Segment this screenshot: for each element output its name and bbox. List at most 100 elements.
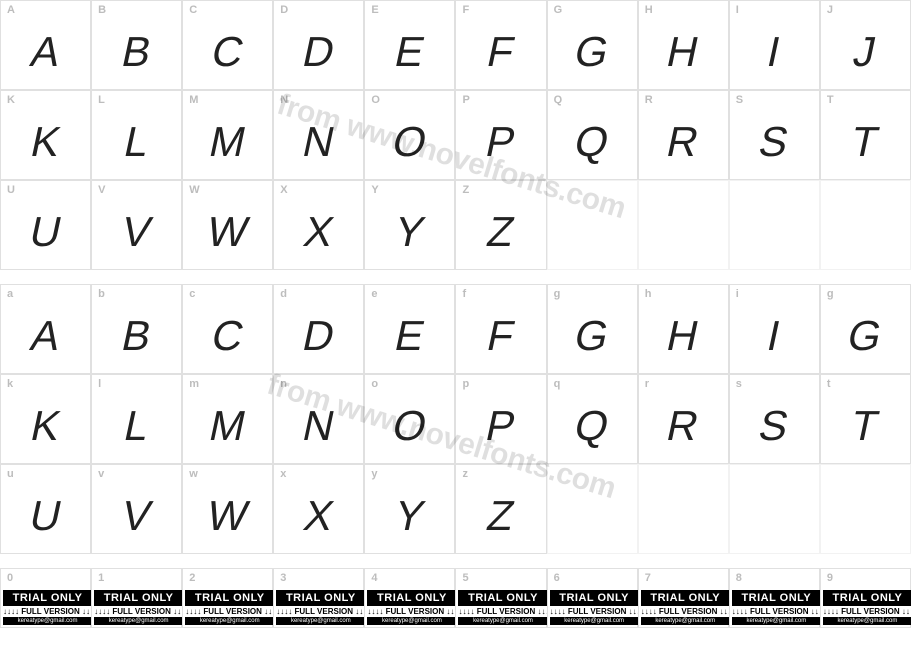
cell-key-label: O <box>371 94 380 106</box>
glyph: C <box>207 28 248 76</box>
glyph-cell: bB <box>91 284 182 374</box>
cell-key-label: u <box>7 468 14 480</box>
cell-key-label: o <box>371 378 378 390</box>
glyph: X <box>299 208 338 256</box>
glyph: P <box>482 118 521 166</box>
trial-banner-mid: ↓↓↓↓ FULL VERSION ↓↓↓↓ <box>641 606 730 617</box>
glyph: H <box>663 28 704 76</box>
glyph-cell: nN <box>273 374 364 464</box>
glyph-cell: NN <box>273 90 364 180</box>
cell-key-label: C <box>189 4 197 16</box>
glyph: G <box>570 312 613 360</box>
cell-key-label: p <box>462 378 469 390</box>
glyph-cell: SS <box>729 90 820 180</box>
cell-key-label: v <box>98 468 104 480</box>
trial-banner-mid: ↓↓↓↓ FULL VERSION ↓↓↓↓ <box>823 606 911 617</box>
glyph-cell: RR <box>638 90 729 180</box>
glyph: I <box>763 312 785 360</box>
trial-banner: TRIAL ONLY↓↓↓↓ FULL VERSION ↓↓↓↓kereatyp… <box>367 590 456 625</box>
cell-key-label: f <box>462 288 466 300</box>
glyph-cell: fF <box>455 284 546 374</box>
glyph-cell: LL <box>91 90 182 180</box>
glyph: X <box>299 492 338 540</box>
glyph: T <box>847 118 883 166</box>
glyph: W <box>203 492 253 540</box>
glyph: Y <box>391 492 430 540</box>
glyph-cell: CC <box>182 0 273 90</box>
glyph: G <box>844 312 887 360</box>
glyph: P <box>482 402 521 450</box>
cell-key-label: X <box>280 184 287 196</box>
glyph-cell: FF <box>455 0 546 90</box>
glyph-cell: iI <box>729 284 820 374</box>
glyph-cell: BB <box>91 0 182 90</box>
cell-key-label: z <box>462 468 468 480</box>
glyph: F <box>483 28 519 76</box>
glyph-cell: OO <box>364 90 455 180</box>
cell-key-label: T <box>827 94 834 106</box>
cell-key-label: 8 <box>736 572 742 584</box>
cell-key-label: w <box>189 468 198 480</box>
glyph-cell: YY <box>364 180 455 270</box>
cell-key-label: Q <box>554 94 563 106</box>
glyph: U <box>25 492 66 540</box>
glyph-cell: 4TRIAL ONLY↓↓↓↓ FULL VERSION ↓↓↓↓kereaty… <box>364 568 455 628</box>
cell-key-label: t <box>827 378 831 390</box>
cell-key-label: J <box>827 4 833 16</box>
cell-key-label: Z <box>462 184 469 196</box>
cell-key-label: r <box>645 378 649 390</box>
trial-banner-mid: ↓↓↓↓ FULL VERSION ↓↓↓↓ <box>276 606 365 617</box>
trial-banner: TRIAL ONLY↓↓↓↓ FULL VERSION ↓↓↓↓kereatyp… <box>641 590 730 625</box>
glyph-cell: QQ <box>547 90 638 180</box>
glyph-cell: 7TRIAL ONLY↓↓↓↓ FULL VERSION ↓↓↓↓kereaty… <box>638 568 729 628</box>
glyph-cell: DD <box>273 0 364 90</box>
glyph: N <box>298 402 339 450</box>
glyph-cell: oO <box>364 374 455 464</box>
digits-grid: 0TRIAL ONLY↓↓↓↓ FULL VERSION ↓↓↓↓kereaty… <box>0 568 911 628</box>
cell-key-label: 3 <box>280 572 286 584</box>
glyph-cell: ZZ <box>455 180 546 270</box>
glyph: K <box>26 402 65 450</box>
cell-key-label: I <box>736 4 739 16</box>
glyph: V <box>117 208 156 256</box>
glyph: L <box>120 118 154 166</box>
cell-key-label: K <box>7 94 15 106</box>
glyph-cell <box>547 464 638 554</box>
glyph-cell: xX <box>273 464 364 554</box>
cell-key-label: g <box>554 288 561 300</box>
trial-banner-bottom: kereatype@gmail.com <box>3 617 92 625</box>
glyph: U <box>25 208 66 256</box>
cell-key-label: H <box>645 4 653 16</box>
cell-key-label: V <box>98 184 105 196</box>
glyph-cell: cC <box>182 284 273 374</box>
trial-banner: TRIAL ONLY↓↓↓↓ FULL VERSION ↓↓↓↓kereatyp… <box>276 590 365 625</box>
trial-banner: TRIAL ONLY↓↓↓↓ FULL VERSION ↓↓↓↓kereatyp… <box>823 590 911 625</box>
uppercase-grid: AABBCCDDEEFFGGHHIIJJKKLLMMNNOOPPQQRRSSTT… <box>0 0 911 270</box>
cell-key-label: s <box>736 378 742 390</box>
trial-banner-top: TRIAL ONLY <box>550 590 639 606</box>
trial-banner-top: TRIAL ONLY <box>732 590 821 606</box>
glyph: M <box>205 118 251 166</box>
trial-banner-mid: ↓↓↓↓ FULL VERSION ↓↓↓↓ <box>367 606 456 617</box>
glyph: O <box>388 402 431 450</box>
trial-banner-top: TRIAL ONLY <box>823 590 911 606</box>
glyph: T <box>847 402 883 450</box>
glyph-cell: WW <box>182 180 273 270</box>
glyph: B <box>117 312 156 360</box>
glyph-cell: qQ <box>547 374 638 464</box>
glyph: S <box>755 402 794 450</box>
glyph-cell: hH <box>638 284 729 374</box>
glyph: J <box>850 28 882 76</box>
cell-key-label: S <box>736 94 743 106</box>
glyph-cell: lL <box>91 374 182 464</box>
glyph-cell: II <box>729 0 820 90</box>
glyph-cell: vV <box>91 464 182 554</box>
glyph: Q <box>570 402 613 450</box>
lowercase-grid: aAbBcCdDeEfFgGhHiIgGkKlLmMnNoOpPqQrRsStT… <box>0 284 911 554</box>
glyph: C <box>207 312 248 360</box>
trial-banner-top: TRIAL ONLY <box>641 590 730 606</box>
cell-key-label: Y <box>371 184 378 196</box>
glyph: E <box>391 28 430 76</box>
cell-key-label: L <box>98 94 105 106</box>
cell-key-label: 2 <box>189 572 195 584</box>
